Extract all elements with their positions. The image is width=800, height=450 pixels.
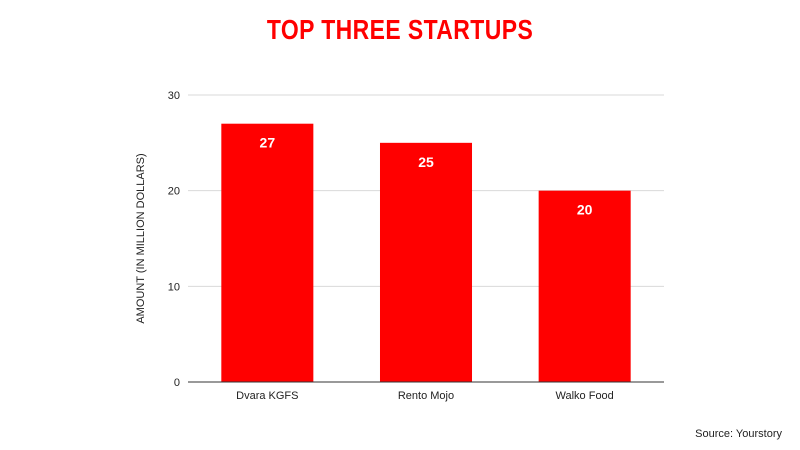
data-label: 25 (418, 154, 434, 170)
data-label: 27 (260, 135, 276, 151)
data-labels: 27 25 20 (260, 135, 593, 218)
y-tick-label: 0 (174, 377, 180, 389)
category-label: Dvara KGFS (236, 390, 298, 402)
y-tick-label: 10 (168, 281, 180, 293)
y-tick-label: 30 (168, 90, 180, 102)
category-label: Walko Food (556, 390, 614, 402)
bars (221, 123, 631, 382)
y-tick-labels: 0 10 20 30 (168, 90, 180, 389)
category-labels: Dvara KGFS Rento Mojo Walko Food (236, 390, 614, 402)
bar (538, 190, 631, 382)
y-tick-label: 20 (168, 186, 180, 198)
data-label: 20 (577, 202, 593, 218)
bar (221, 123, 314, 382)
category-label: Rento Mojo (398, 390, 454, 402)
chart-title: TOP THREE STARTUPS (266, 14, 534, 45)
bar (379, 142, 473, 382)
y-axis-title: AMOUNT (IN MILLION DOLLARS) (135, 153, 147, 323)
source-note: Source: Yourstory (695, 428, 782, 440)
